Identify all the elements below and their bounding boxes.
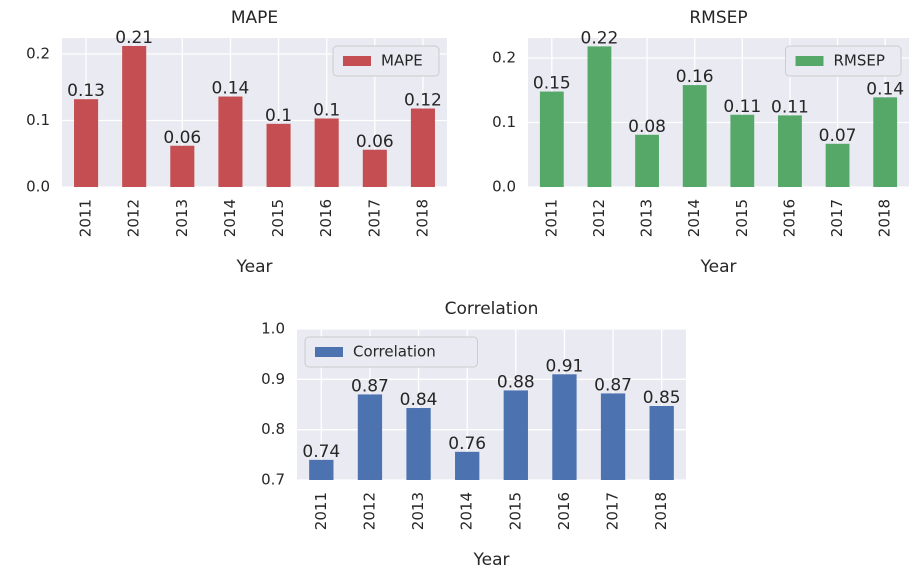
x-tick-label: 2018: [652, 492, 670, 530]
legend-swatch: [795, 56, 824, 66]
bar: [587, 46, 612, 187]
x-tick-label: 2015: [733, 199, 751, 237]
data-label: 0.12: [404, 91, 442, 111]
y-tick-label: 0.2: [492, 48, 516, 66]
x-tick-label: 2013: [638, 199, 656, 237]
x-tick-label: 2011: [542, 199, 560, 237]
data-label: 0.87: [351, 376, 389, 396]
legend-swatch: [343, 56, 371, 66]
y-tick-label: 0.0: [26, 178, 50, 196]
data-label: 0.85: [643, 388, 681, 408]
x-tick-label: 2015: [269, 199, 287, 237]
bar: [539, 91, 564, 187]
x-tick-label: 2017: [365, 199, 383, 237]
x-tick-label: 2017: [828, 199, 846, 237]
bar: [170, 145, 195, 187]
bar: [357, 394, 383, 480]
data-label: 0.91: [546, 356, 584, 376]
legend-box: [332, 45, 440, 77]
x-tick-label: 2013: [409, 492, 427, 530]
bar: [314, 118, 339, 187]
x-tick-label: 2014: [221, 199, 239, 237]
bar: [406, 408, 431, 480]
bar: [600, 393, 626, 480]
bar: [873, 97, 898, 187]
data-label: 0.13: [67, 81, 105, 101]
data-label: 0.21: [115, 28, 153, 48]
y-tick-label: 0.8: [261, 420, 285, 438]
chart-title: Correlation: [445, 299, 539, 319]
bar: [266, 123, 291, 187]
x-axis-label: Year: [236, 257, 273, 277]
x-tick-label: 2015: [506, 492, 524, 530]
data-label: 0.08: [628, 117, 666, 137]
legend-box: [304, 336, 478, 368]
y-tick-label: 0.1: [492, 113, 516, 131]
chart-title: MAPE: [231, 8, 278, 28]
data-label: 0.1: [313, 100, 340, 120]
y-tick-label: 0.2: [26, 44, 50, 62]
data-label: 0.88: [497, 372, 535, 392]
data-label: 0.14: [212, 79, 250, 99]
chart-title: RMSEP: [689, 8, 747, 28]
data-label: 0.22: [581, 28, 619, 48]
data-label: 0.16: [676, 67, 714, 87]
x-tick-label: 2014: [458, 492, 476, 530]
x-tick-label: 2016: [780, 199, 798, 237]
x-tick-label: 2012: [360, 492, 378, 530]
bar: [649, 406, 674, 480]
x-tick-label: 2018: [876, 199, 894, 237]
data-label: 0.87: [594, 375, 632, 395]
bar: [122, 45, 147, 187]
y-tick-label: 0.9: [261, 370, 285, 388]
bar: [730, 114, 755, 187]
legend-box: [785, 45, 902, 77]
data-label: 0.11: [771, 97, 809, 117]
bar: [503, 390, 528, 480]
x-tick-label: 2011: [312, 492, 330, 530]
data-label: 0.74: [302, 442, 340, 462]
bar: [455, 451, 480, 480]
x-tick-label: 2012: [590, 199, 608, 237]
x-tick-label: 2018: [413, 199, 431, 237]
data-label: 0.11: [723, 97, 761, 117]
bar: [552, 374, 577, 480]
bar: [825, 143, 850, 187]
x-tick-label: 2014: [685, 199, 703, 237]
bar: [635, 134, 659, 187]
bar: [778, 115, 802, 187]
bar: [682, 85, 707, 187]
x-axis-label: Year: [700, 257, 737, 277]
data-label: 0.15: [533, 74, 571, 94]
y-tick-label: 0.0: [492, 178, 516, 196]
data-label: 0.1: [265, 106, 292, 126]
data-label: 0.76: [448, 434, 486, 454]
x-tick-label: 2011: [77, 199, 95, 237]
data-label: 0.06: [356, 132, 394, 152]
bar: [410, 108, 435, 187]
bar: [74, 99, 99, 187]
data-label: 0.84: [400, 390, 438, 410]
legend-label: Correlation: [353, 343, 436, 361]
data-label: 0.06: [163, 128, 201, 148]
legend-label: MAPE: [381, 52, 423, 70]
x-axis-label: Year: [473, 550, 510, 569]
data-label: 0.07: [819, 126, 857, 146]
data-label: 0.14: [866, 79, 904, 99]
x-tick-label: 2016: [555, 492, 573, 530]
legend-label: RMSEP: [834, 52, 885, 70]
x-tick-label: 2016: [317, 199, 335, 237]
legend-swatch: [315, 347, 343, 357]
bar: [362, 149, 387, 187]
y-tick-label: 1.0: [261, 320, 285, 338]
bar: [218, 96, 243, 187]
x-tick-label: 2012: [125, 199, 143, 237]
bar: [309, 459, 334, 480]
y-tick-label: 0.7: [261, 471, 285, 489]
y-tick-label: 0.1: [26, 111, 50, 129]
x-tick-label: 2017: [604, 492, 622, 530]
x-tick-label: 2013: [173, 199, 191, 237]
